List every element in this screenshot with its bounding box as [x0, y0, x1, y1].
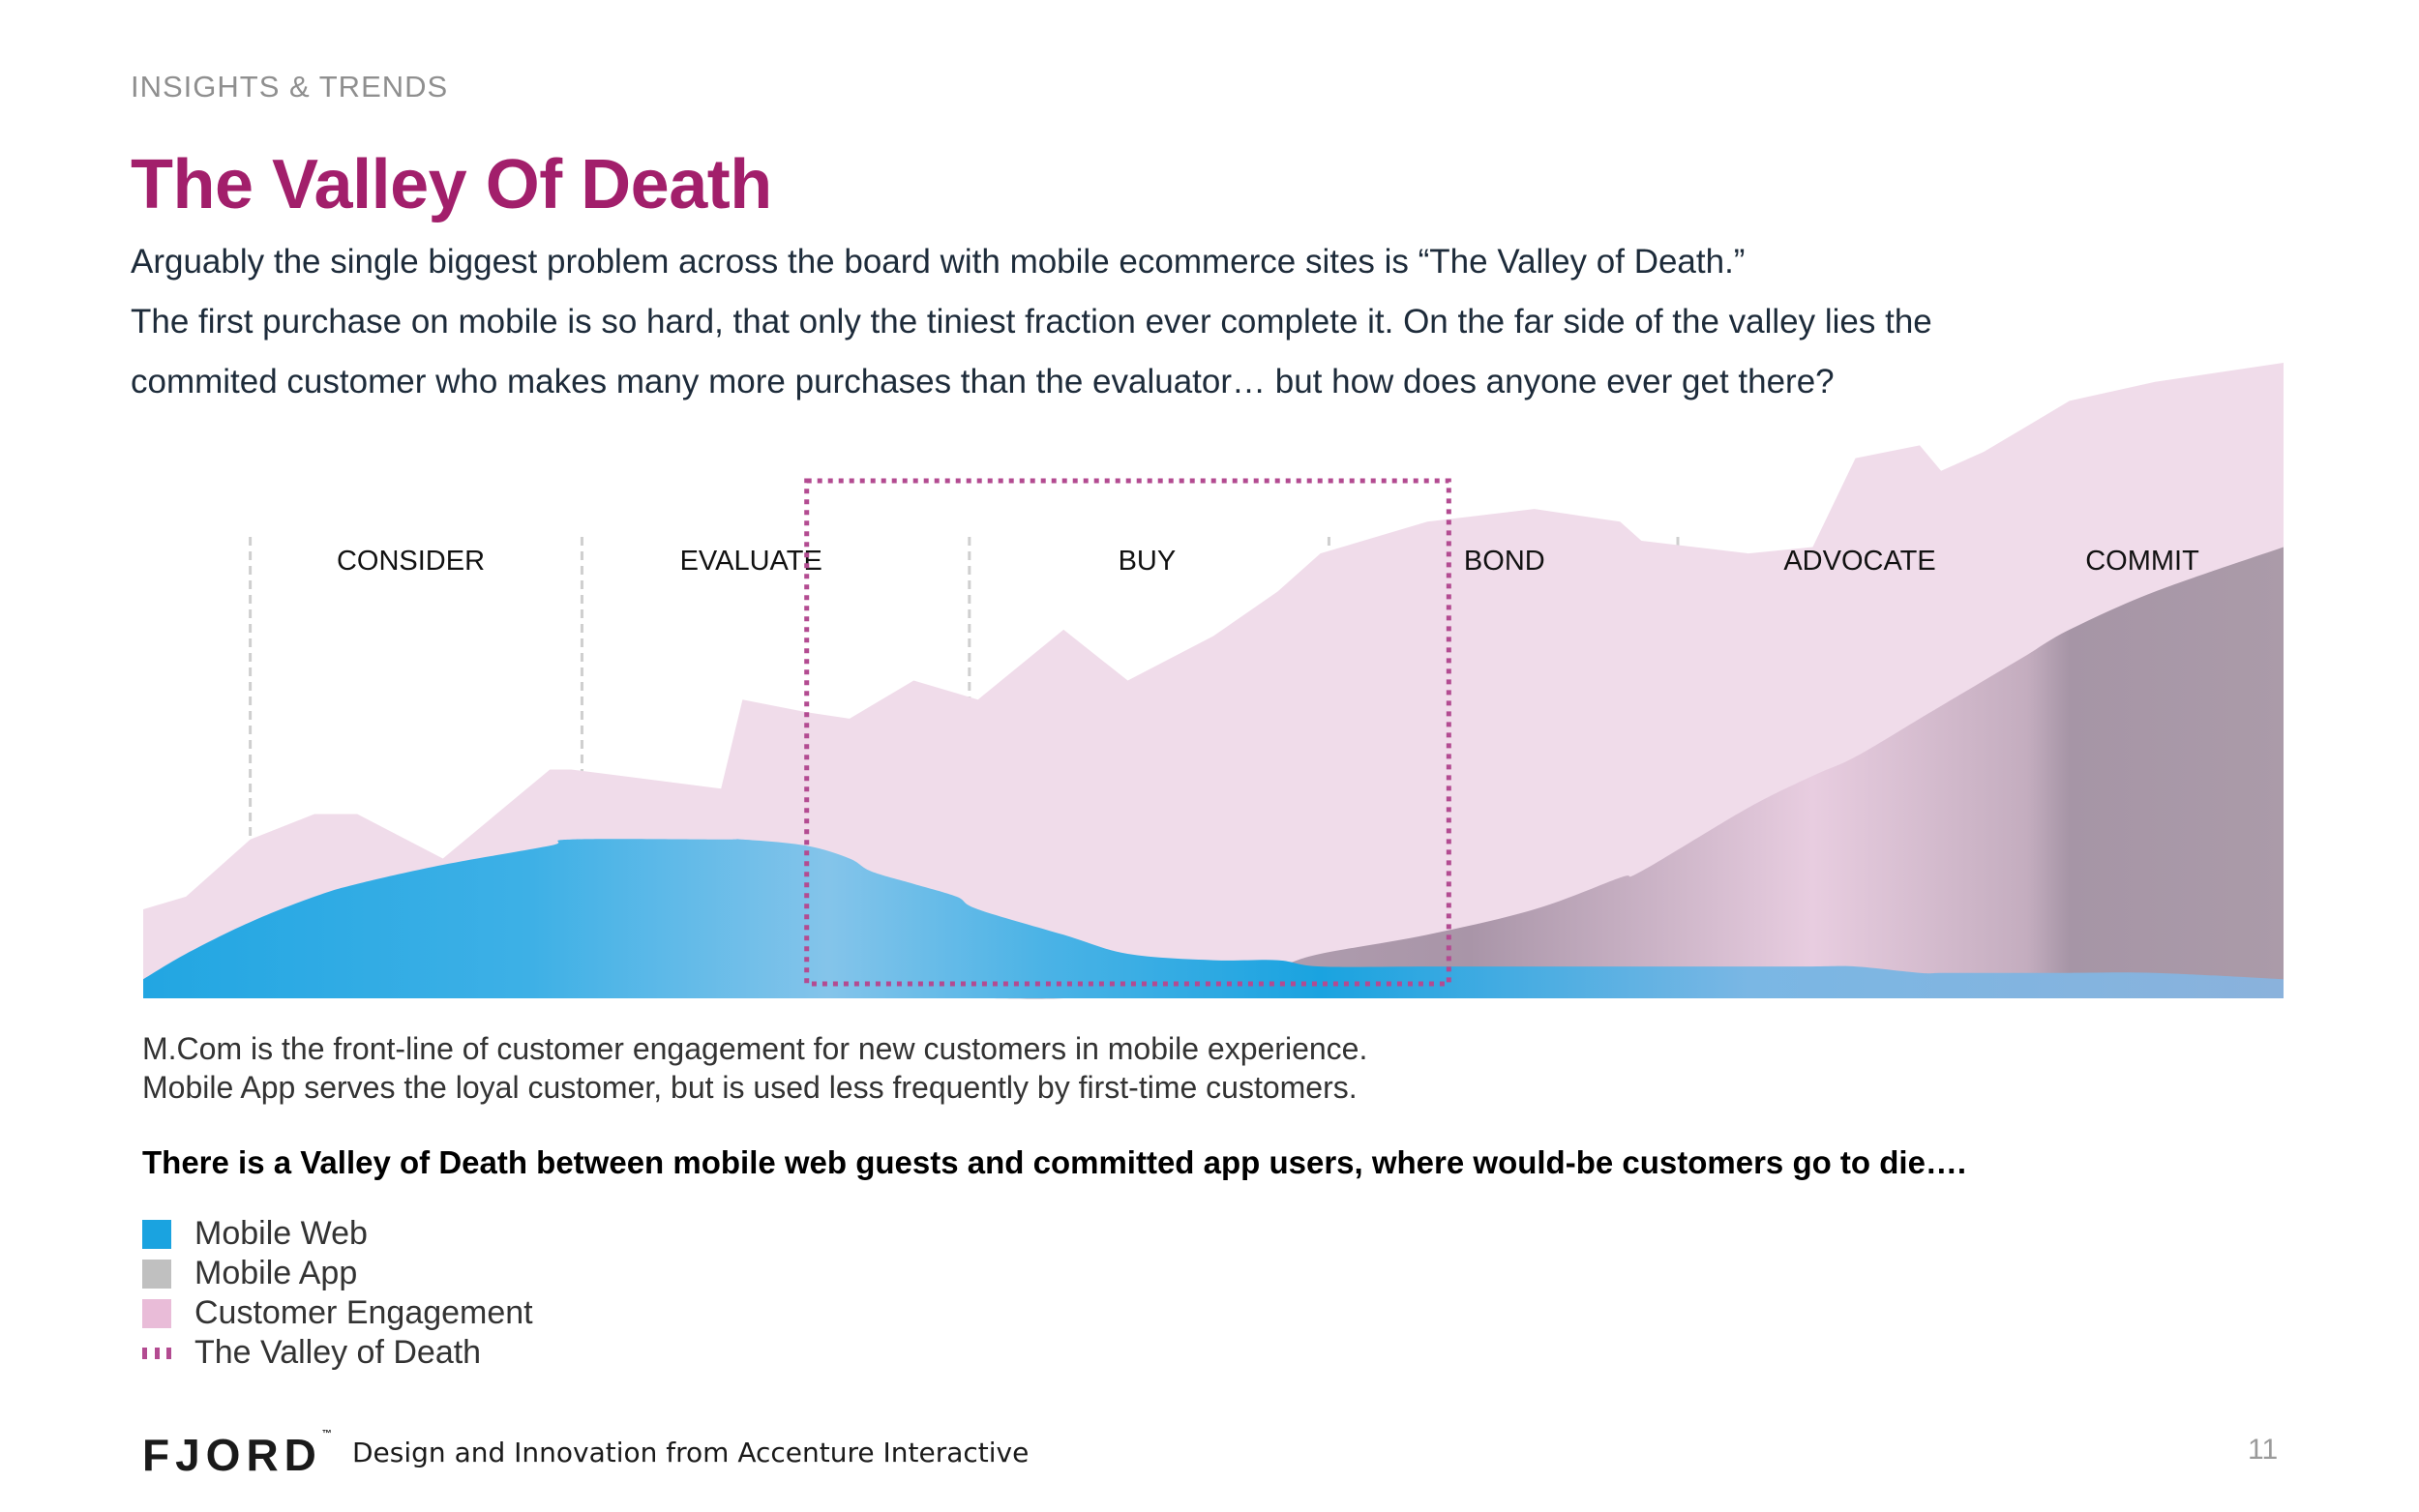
legend-swatch: [142, 1298, 171, 1328]
page-title: The Valley Of Death: [131, 146, 772, 223]
legend-label: Mobile App: [194, 1255, 358, 1291]
intro-line-3: commited customer who makes many more pu…: [131, 363, 1835, 400]
key-statement: There is a Valley of Death between mobil…: [142, 1144, 1967, 1180]
stage-label-bond: BOND: [1464, 546, 1545, 577]
stage-label-evaluate: EVALUATE: [680, 546, 822, 577]
series-mobile-web: [143, 839, 2284, 998]
intro-line-2: The first purchase on mobile is so hard,…: [131, 303, 1932, 341]
note-mobile-app: Mobile App serves the loyal customer, bu…: [142, 1070, 1358, 1105]
legend-dotted-swatch: [142, 1339, 171, 1368]
intro-line-1: Arguably the single biggest problem acro…: [131, 243, 1746, 281]
valley-of-death-highlight: [804, 478, 1451, 987]
legend-item-customer-engagement: Customer Engagement: [142, 1293, 533, 1333]
fjord-logo: FJORD™: [142, 1429, 332, 1480]
chart-legend: Mobile Web Mobile App Customer Engagemen…: [142, 1214, 533, 1373]
footer-tagline: Design and Innovation from Accenture Int…: [352, 1437, 1030, 1468]
stage-label-commit: COMMIT: [2085, 546, 2199, 577]
stage-label-consider: CONSIDER: [337, 546, 485, 577]
page-number: 11: [2248, 1434, 2279, 1466]
note-mcom: M.Com is the front-line of customer enga…: [142, 1031, 1368, 1066]
stage-label-advocate: ADVOCATE: [1783, 546, 1935, 577]
section-label: INSIGHTS & TRENDS: [131, 70, 449, 104]
legend-item-mobile-app: Mobile App: [142, 1254, 533, 1293]
legend-swatch: [142, 1219, 171, 1249]
legend-label: Mobile Web: [194, 1215, 368, 1252]
legend-item-mobile-web: Mobile Web: [142, 1214, 533, 1254]
legend-swatch: [142, 1259, 171, 1289]
legend-label: The Valley of Death: [194, 1334, 482, 1371]
legend-label: Customer Engagement: [194, 1294, 533, 1331]
stage-label-buy: BUY: [1119, 546, 1177, 577]
legend-item-valley-of-death: The Valley of Death: [142, 1333, 533, 1373]
series-mobile-app: [143, 547, 2284, 999]
